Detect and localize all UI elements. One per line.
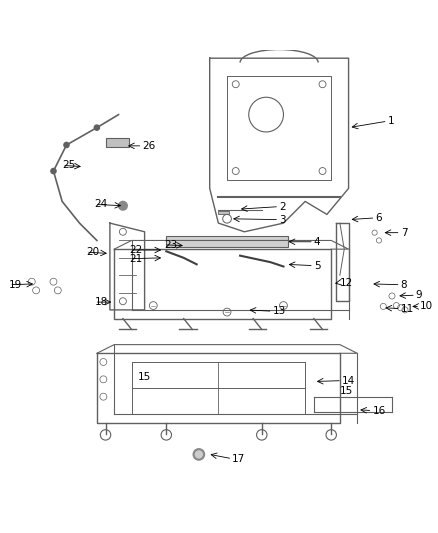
Text: 6: 6 [375, 213, 382, 223]
Text: 18: 18 [95, 297, 108, 307]
Text: 4: 4 [314, 237, 321, 247]
Text: 13: 13 [272, 306, 286, 316]
Circle shape [193, 449, 205, 460]
Text: 5: 5 [314, 261, 321, 271]
Circle shape [94, 125, 99, 130]
Bar [219, 211, 229, 214]
Text: 19: 19 [9, 280, 22, 290]
Circle shape [64, 142, 69, 148]
Text: 20: 20 [86, 247, 99, 257]
Text: 15: 15 [340, 386, 353, 397]
Text: 1: 1 [388, 116, 394, 126]
Text: 10: 10 [420, 302, 433, 311]
Text: 15: 15 [138, 372, 152, 382]
Text: 9: 9 [416, 290, 423, 300]
Text: 22: 22 [129, 245, 143, 255]
Circle shape [51, 168, 56, 174]
Bar [166, 236, 288, 247]
Text: 2: 2 [279, 201, 286, 212]
Text: 16: 16 [372, 406, 386, 416]
Text: 25: 25 [62, 160, 75, 171]
Circle shape [195, 451, 202, 458]
Text: 24: 24 [95, 199, 108, 209]
Text: 11: 11 [401, 304, 414, 313]
Text: 23: 23 [164, 240, 177, 250]
Text: 26: 26 [142, 141, 155, 151]
Text: 3: 3 [279, 215, 286, 224]
Text: 12: 12 [340, 278, 353, 288]
Circle shape [119, 201, 127, 210]
Text: 17: 17 [232, 454, 246, 464]
Text: 7: 7 [401, 228, 407, 238]
Bar [106, 139, 129, 147]
Text: 21: 21 [129, 254, 143, 264]
Text: 14: 14 [342, 376, 355, 386]
Text: 8: 8 [401, 280, 407, 290]
